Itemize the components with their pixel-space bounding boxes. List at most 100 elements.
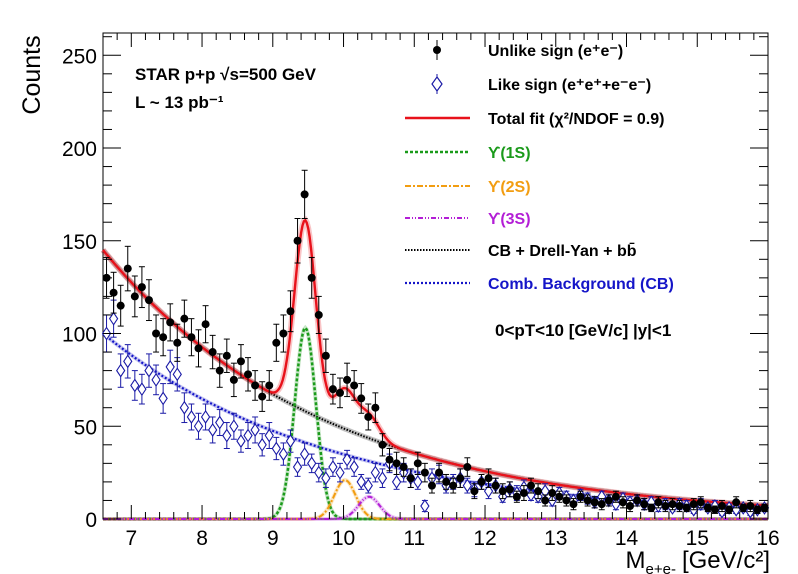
like-sign-point bbox=[179, 400, 190, 415]
unlike-sign-point bbox=[689, 500, 698, 509]
unlike-sign-point bbox=[137, 283, 146, 292]
unlike-sign-point bbox=[512, 492, 521, 501]
like-sign-point bbox=[349, 460, 359, 475]
unlike-sign-point bbox=[753, 505, 762, 514]
like-sign-point bbox=[165, 359, 175, 374]
unlike-sign-point bbox=[562, 496, 571, 505]
unlike-sign-point bbox=[109, 288, 118, 297]
unlike-sign-point bbox=[527, 481, 536, 490]
x-tick-label: 9 bbox=[267, 527, 279, 550]
legend-label: Comb. Background (CB) bbox=[488, 276, 674, 293]
unlike-sign-point bbox=[222, 351, 231, 360]
unlike-sign-point bbox=[604, 496, 613, 505]
like-sign-point bbox=[285, 434, 296, 449]
unlike-sign-point bbox=[300, 190, 309, 199]
unlike-sign-point bbox=[640, 500, 649, 509]
legend-label: ϒ(1S) bbox=[488, 145, 531, 162]
like-sign-point bbox=[193, 419, 204, 434]
fit-band-y1s bbox=[103, 324, 768, 521]
like-sign-point bbox=[342, 452, 352, 467]
unlike-sign-point bbox=[710, 505, 719, 514]
unlike-sign-point bbox=[491, 481, 500, 490]
legend-label: Unlike sign (e⁺e⁻) bbox=[488, 43, 623, 60]
unlike-sign-point bbox=[406, 474, 415, 483]
unlike-sign-point bbox=[576, 492, 585, 501]
y-axis-title: Counts bbox=[18, 35, 46, 114]
unlike-sign-point bbox=[519, 489, 528, 498]
unlike-sign-point bbox=[682, 503, 691, 512]
x-tick-label: 14 bbox=[615, 527, 639, 550]
unlike-sign-point bbox=[413, 459, 422, 468]
legend-item-y2s: ϒ(2S) bbox=[405, 179, 531, 196]
luminosity-label: L ~ 13 pb⁻¹ bbox=[135, 93, 224, 112]
unlike-sign-point bbox=[166, 318, 175, 327]
like-sign-point bbox=[137, 382, 147, 397]
unlike-sign-point bbox=[399, 463, 408, 472]
unlike-sign-point bbox=[732, 498, 741, 507]
legend-item-total: Total fit (χ²/NDOF = 0.9) bbox=[405, 111, 664, 128]
like-sign-point bbox=[172, 367, 182, 382]
legend: Unlike sign (e⁺e⁻) Like sign (e⁺e⁺+e⁻e⁻) T… bbox=[405, 40, 674, 293]
y-tick-label: 0 bbox=[85, 509, 97, 532]
like-sign-point bbox=[123, 354, 133, 369]
unlike-sign-point bbox=[335, 388, 344, 397]
unlike-sign-point bbox=[279, 329, 288, 338]
like-sign-point bbox=[158, 391, 168, 406]
unlike-sign-point bbox=[583, 496, 592, 505]
legend-label: Total fit (χ²/NDOF = 0.9) bbox=[488, 111, 664, 128]
unlike-sign-point bbox=[611, 492, 620, 501]
like-sign-point bbox=[116, 363, 126, 378]
like-sign-point bbox=[462, 478, 472, 493]
unlike-sign-point bbox=[293, 236, 302, 245]
unlike-sign-point bbox=[208, 348, 217, 357]
unlike-sign-point bbox=[420, 468, 429, 477]
x-tick-label: 7 bbox=[125, 527, 137, 550]
unlike-sign-point bbox=[357, 394, 366, 403]
unlike-sign-point bbox=[328, 385, 337, 394]
x-tick-label: 11 bbox=[403, 527, 425, 550]
legend-item-like: Like sign (e⁺e⁺+e⁻e⁻) bbox=[431, 74, 651, 94]
unlike-sign-point bbox=[307, 273, 316, 282]
x-tick-label: 8 bbox=[196, 527, 208, 550]
x-tick-label: 15 bbox=[686, 527, 709, 550]
like-sign-point bbox=[420, 499, 430, 514]
like-sign-point bbox=[151, 372, 161, 387]
like-sign-point bbox=[292, 460, 303, 475]
like-sign-point bbox=[391, 474, 402, 489]
y-tick-label: 50 bbox=[74, 416, 97, 439]
unlike-sign-point bbox=[647, 503, 656, 512]
like-sign-point bbox=[264, 428, 274, 443]
unlike-sign-point bbox=[498, 487, 507, 496]
fit-band-total bbox=[100, 215, 769, 509]
unlike-sign-point bbox=[229, 375, 238, 384]
unlike-sign-point bbox=[449, 481, 458, 490]
unlike-sign-point bbox=[590, 498, 599, 507]
unlike-sign-point bbox=[350, 381, 359, 390]
like-sign-point bbox=[278, 447, 289, 462]
unlike-sign-point bbox=[265, 381, 274, 390]
unlike-sign-point bbox=[321, 351, 330, 360]
unlike-sign-point bbox=[371, 403, 380, 412]
unlike-sign-point bbox=[675, 502, 684, 511]
like-sign-point bbox=[243, 428, 253, 443]
fit-curve-comb bbox=[102, 332, 768, 510]
unlike-sign-point bbox=[272, 338, 281, 347]
unlike-sign-point bbox=[703, 503, 712, 512]
unlike-sign-point bbox=[187, 333, 196, 342]
unlike-sign-point bbox=[484, 474, 493, 483]
like-sign-point bbox=[314, 465, 324, 480]
like-sign-point bbox=[356, 474, 366, 489]
legend-label: CB + Drell-Yan + bb̄ bbox=[488, 241, 637, 260]
x-tick-label: 10 bbox=[332, 527, 355, 550]
unlike-sign-point bbox=[258, 392, 267, 401]
unlike-sign-point bbox=[746, 502, 755, 511]
unlike-sign-point bbox=[123, 264, 132, 273]
x-tick-label: 16 bbox=[756, 527, 779, 550]
unlike-sign-point bbox=[116, 301, 125, 310]
unlike-sign-point bbox=[314, 310, 323, 319]
unlike-sign-point bbox=[661, 502, 670, 511]
unlike-sign-point bbox=[201, 320, 210, 329]
unlike-sign-point bbox=[718, 502, 727, 511]
unlike-sign-point bbox=[244, 370, 253, 379]
like-sign-point bbox=[186, 409, 197, 424]
